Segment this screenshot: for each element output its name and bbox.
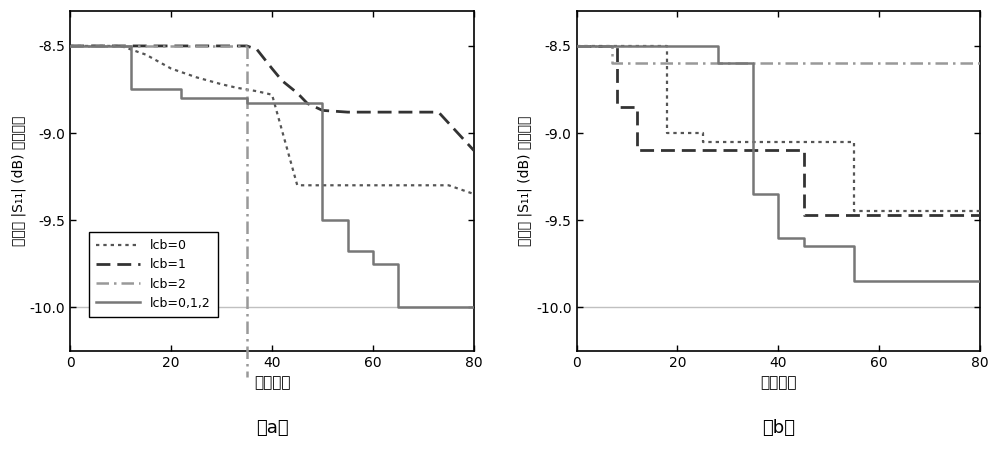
X-axis label: 迭代次数: 迭代次数 [760, 375, 797, 390]
X-axis label: 迭代次数: 迭代次数 [254, 375, 290, 390]
Y-axis label: 带宽内 |S₁₁| (dB) 的最大値: 带宽内 |S₁₁| (dB) 的最大値 [11, 116, 26, 246]
Text: （b）: （b） [762, 418, 795, 437]
Legend: lcb=0, lcb=1, lcb=2, lcb=0,1,2: lcb=0, lcb=1, lcb=2, lcb=0,1,2 [89, 232, 218, 317]
Text: （a）: （a） [256, 418, 288, 437]
Y-axis label: 带宽内 |S₁₁| (dB) 的最大値: 带宽内 |S₁₁| (dB) 的最大値 [517, 116, 532, 246]
